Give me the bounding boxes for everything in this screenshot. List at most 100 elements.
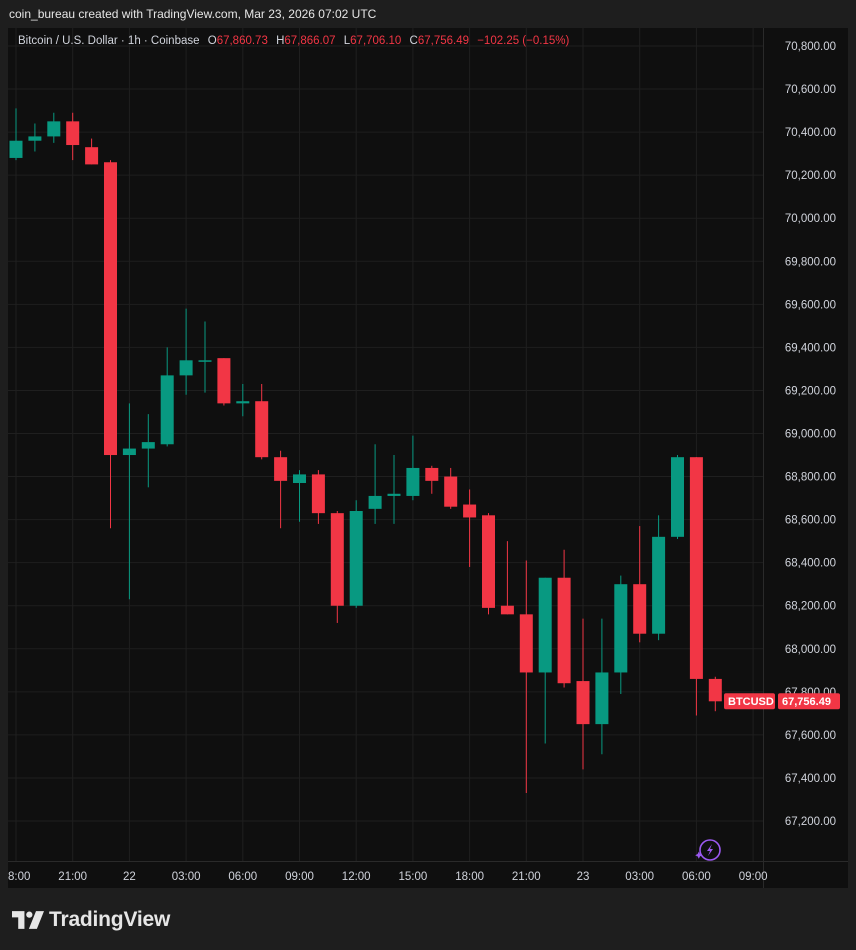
candle bbox=[85, 138, 99, 165]
x-tick-label: 23 bbox=[577, 871, 590, 883]
candle-body bbox=[349, 511, 363, 606]
candle-body bbox=[28, 136, 42, 141]
candlestick-chart[interactable]: 67,200.0067,400.0067,600.0067,800.0068,0… bbox=[8, 28, 848, 888]
candle-body bbox=[406, 467, 420, 496]
legend-open-label: O bbox=[207, 35, 217, 47]
candle-body bbox=[85, 147, 99, 165]
candle bbox=[47, 112, 61, 143]
candle-body bbox=[330, 513, 344, 606]
candle bbox=[349, 500, 363, 608]
candle-body bbox=[217, 358, 231, 404]
legend-open: 67,860.73 bbox=[216, 35, 268, 47]
candle-body bbox=[198, 360, 212, 362]
brand[interactable]: TradingView bbox=[12, 908, 170, 932]
candle bbox=[406, 435, 420, 501]
legend-low: 67,706.10 bbox=[350, 35, 402, 47]
candle-body bbox=[614, 584, 628, 673]
x-tick-label: 09:00 bbox=[739, 871, 768, 883]
candle-body bbox=[274, 457, 288, 481]
candle-body bbox=[141, 442, 155, 449]
x-tick-label: 21:00 bbox=[58, 871, 87, 883]
candle bbox=[179, 308, 193, 395]
candle-body bbox=[425, 467, 439, 481]
candle bbox=[614, 575, 628, 694]
candle-body bbox=[538, 577, 552, 673]
top-bar: coin_bureau created with TradingView.com… bbox=[0, 0, 856, 28]
candle bbox=[28, 123, 42, 152]
candle-body bbox=[160, 375, 174, 445]
x-tick-label: 15:00 bbox=[399, 871, 428, 883]
candle-body bbox=[236, 401, 250, 404]
y-tick-label: 68,200.00 bbox=[785, 601, 836, 613]
y-tick-label: 69,200.00 bbox=[785, 385, 836, 397]
candle bbox=[368, 444, 382, 524]
chart-area[interactable]: 67,200.00 67,400.00 67,600.00 67,800.00 68,0… bbox=[8, 28, 848, 888]
candle-body bbox=[463, 504, 477, 518]
candle bbox=[293, 470, 306, 522]
candle bbox=[652, 515, 666, 641]
symbol-legend: Bitcoin / U.S. Dollar · 1h · Coinbase O6… bbox=[18, 35, 569, 47]
price-tag-symbol: BTCUSD bbox=[728, 696, 774, 708]
x-tick-label: 18:00 bbox=[455, 871, 484, 883]
y-tick-label: 67,400.00 bbox=[785, 773, 836, 785]
candle-body bbox=[444, 476, 458, 507]
brand-name: TradingView bbox=[49, 908, 171, 931]
time-axis[interactable]: 18:00 21:00 22 03:00 06:00 09:00 12:00 15:00 18:… bbox=[8, 861, 848, 884]
candle bbox=[274, 450, 288, 529]
legend-symbol: Bitcoin / U.S. Dollar · 1h · Coinbase bbox=[18, 35, 200, 47]
y-tick-label: 68,400.00 bbox=[785, 558, 836, 570]
candle-body bbox=[9, 140, 23, 158]
tradingview-logo-icon bbox=[12, 911, 44, 929]
y-tick-label: 68,800.00 bbox=[785, 472, 836, 484]
candle-body bbox=[576, 681, 590, 725]
x-tick-label: 03:00 bbox=[625, 871, 654, 883]
candle-body bbox=[500, 605, 514, 615]
x-tick-label: 18:00 bbox=[8, 871, 30, 883]
footer: TradingView bbox=[0, 888, 856, 950]
candle bbox=[217, 358, 231, 406]
candle bbox=[482, 513, 495, 615]
price-tag-value-bg bbox=[778, 693, 840, 710]
price-tag-value: 67,756.49 bbox=[782, 696, 831, 708]
y-tick-label: 68,000.00 bbox=[785, 644, 836, 656]
legend-high: 67,866.07 bbox=[284, 35, 336, 47]
y-tick-label: 69,800.00 bbox=[785, 256, 836, 268]
legend-high-label: H bbox=[276, 35, 285, 47]
candle bbox=[387, 455, 401, 524]
candle bbox=[595, 618, 609, 755]
price-axis[interactable]: 67,200.0067,400.0067,600.0067,800.0068,0… bbox=[763, 28, 837, 888]
candle-body bbox=[595, 672, 609, 725]
y-tick-label: 70,800.00 bbox=[785, 41, 836, 53]
y-tick-label: 67,600.00 bbox=[785, 730, 836, 742]
candle bbox=[122, 403, 136, 600]
grid-lines bbox=[8, 28, 763, 861]
candle bbox=[160, 347, 174, 447]
y-tick-label: 69,400.00 bbox=[785, 342, 836, 354]
attribution-text: coin_bureau created with TradingView.com… bbox=[9, 7, 377, 21]
candle bbox=[633, 526, 647, 643]
candle bbox=[557, 549, 571, 688]
candle-body bbox=[671, 457, 684, 537]
y-tick-label: 70,000.00 bbox=[785, 213, 836, 225]
candle bbox=[198, 321, 212, 393]
candle-body bbox=[557, 577, 571, 684]
candle-body bbox=[255, 401, 269, 458]
candle bbox=[500, 541, 514, 615]
candle bbox=[519, 560, 533, 794]
x-tick-label: 09:00 bbox=[285, 871, 314, 883]
candle bbox=[538, 577, 552, 744]
candle-body bbox=[47, 121, 61, 137]
candle-body bbox=[708, 678, 722, 702]
legend-low-label: L bbox=[343, 35, 351, 47]
lightning-icon[interactable] bbox=[695, 839, 721, 861]
candles bbox=[9, 108, 722, 794]
candle bbox=[104, 160, 117, 529]
candle-body bbox=[368, 495, 382, 509]
y-tick-label: 70,200.00 bbox=[785, 170, 836, 182]
x-tick-label: 21:00 bbox=[512, 871, 541, 883]
candle bbox=[236, 383, 250, 417]
candle-body bbox=[689, 457, 703, 679]
candle-body bbox=[179, 360, 193, 376]
x-tick-label: 22 bbox=[123, 871, 136, 883]
candle bbox=[444, 467, 458, 509]
